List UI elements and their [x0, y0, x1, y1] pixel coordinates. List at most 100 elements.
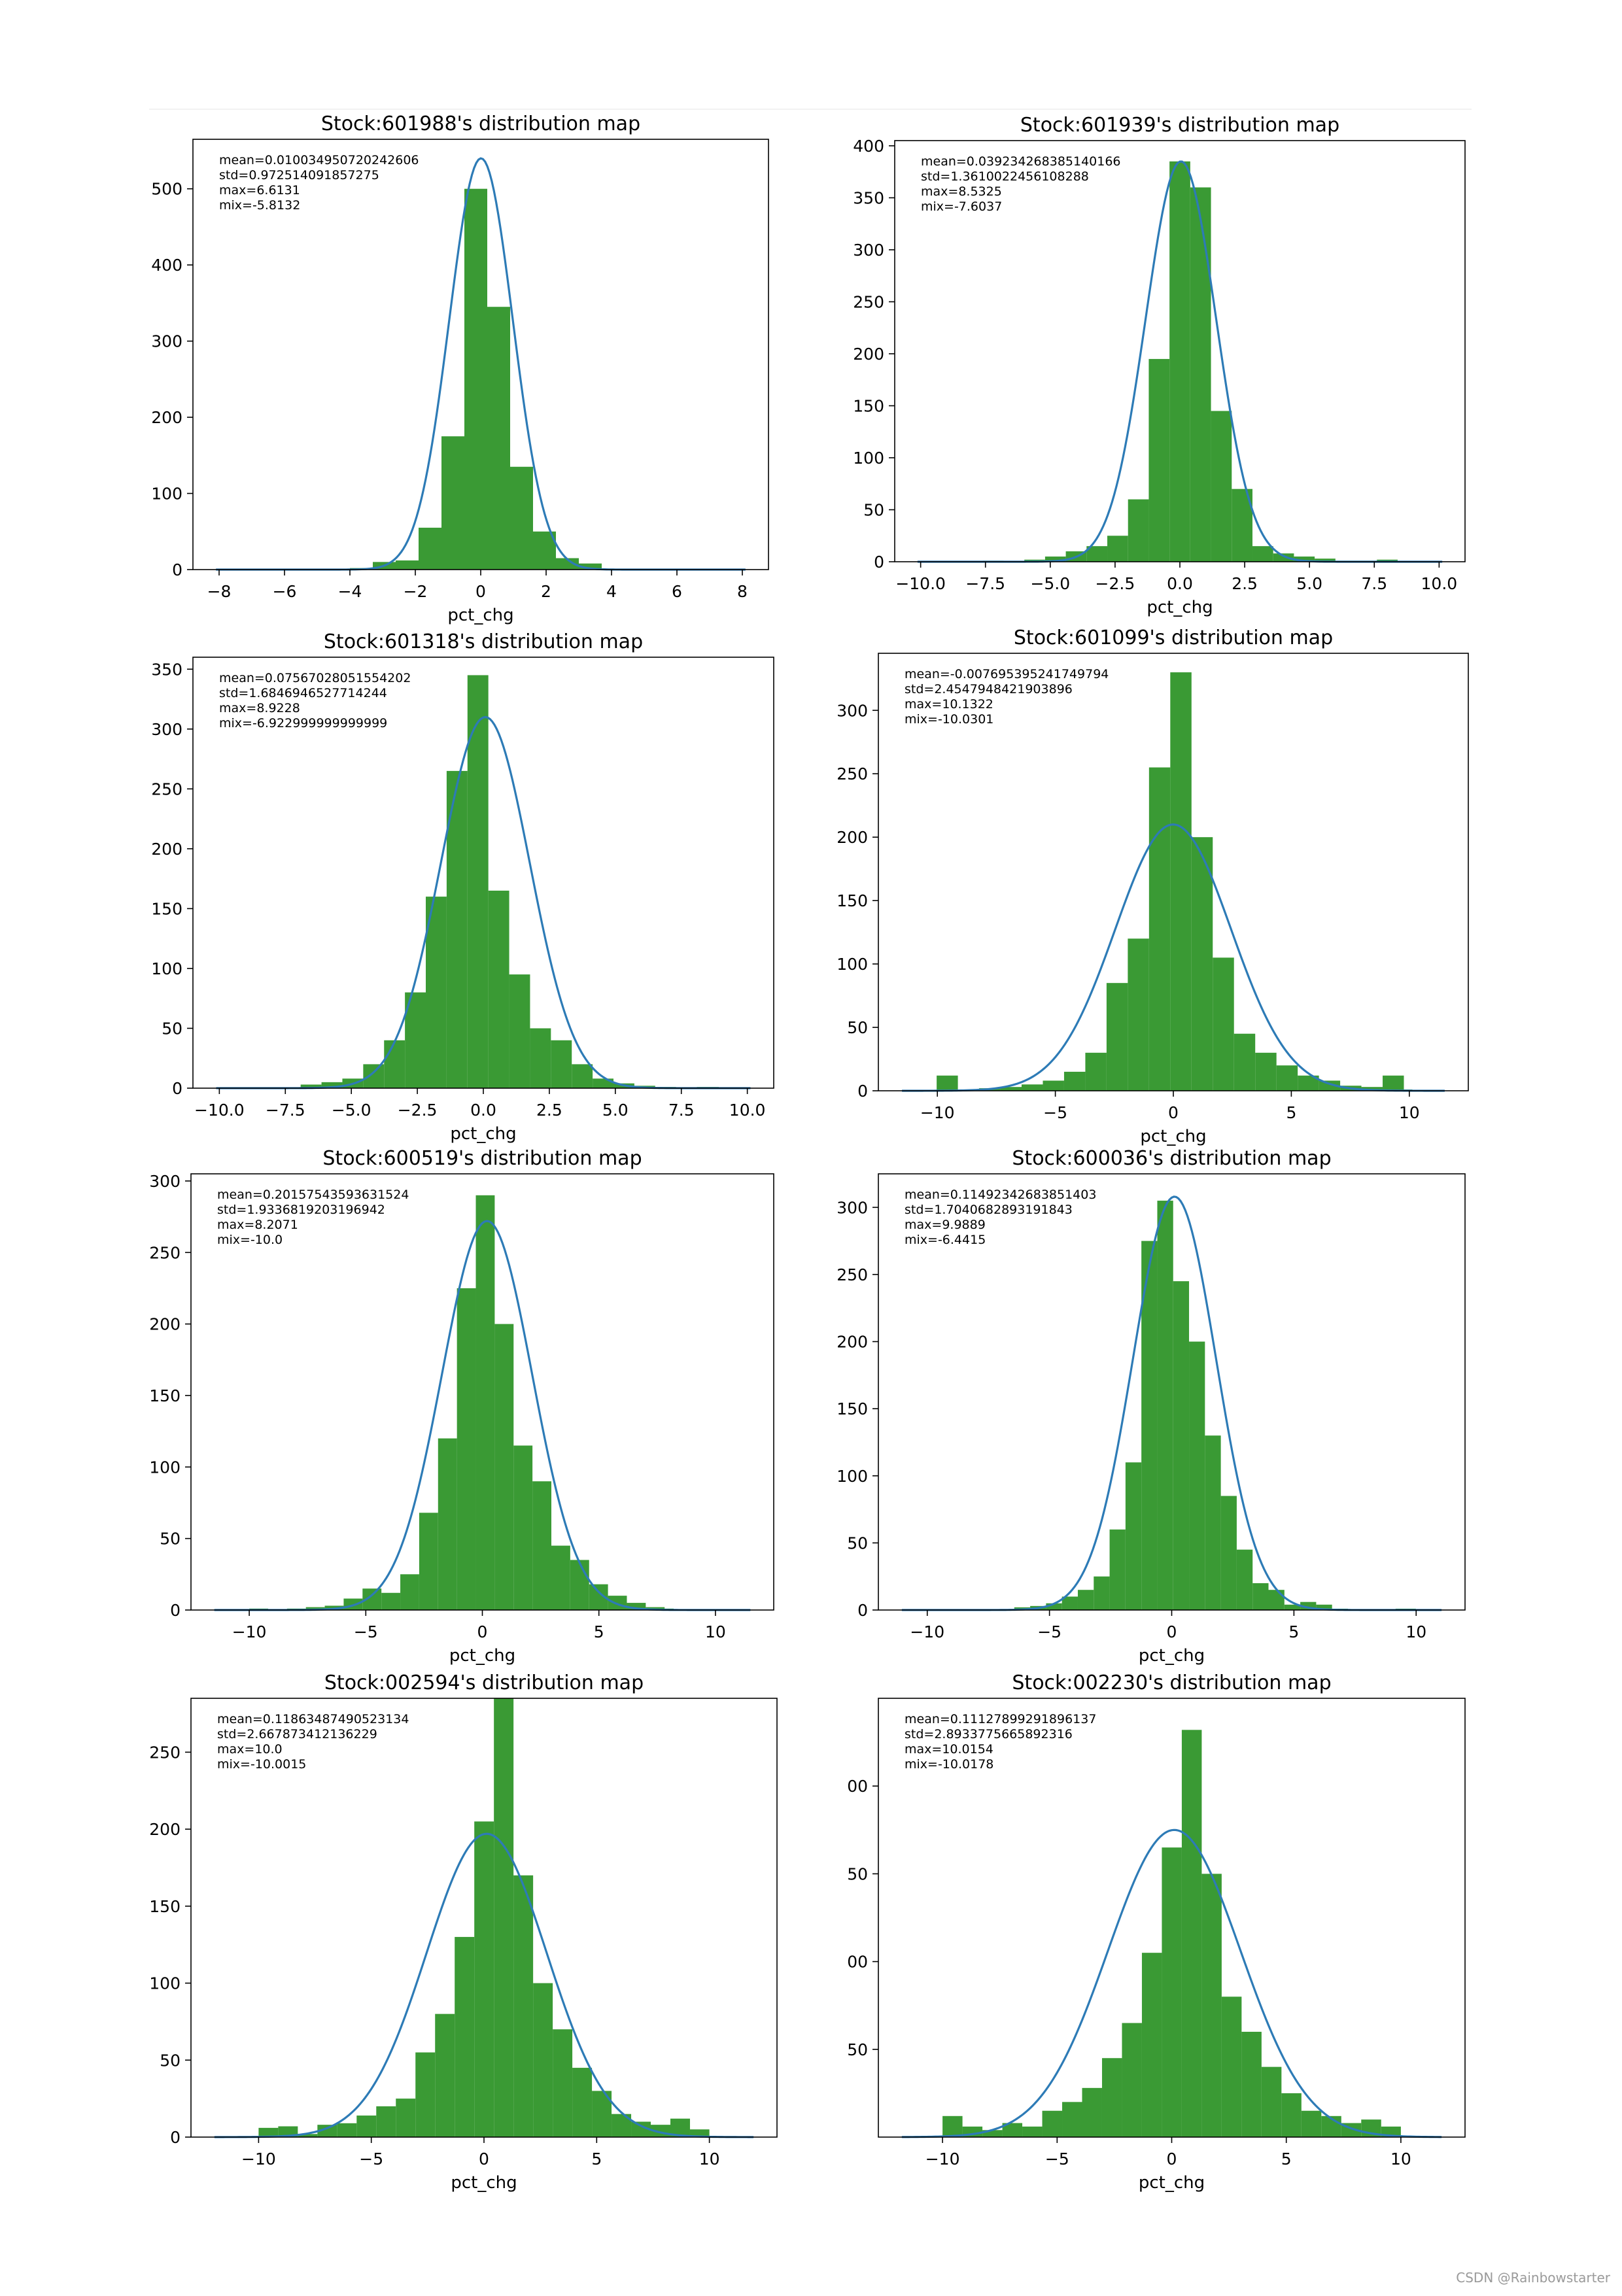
histogram-bar	[494, 1324, 514, 1610]
y-tick-label: 400	[151, 256, 182, 275]
x-tick-label: −5	[354, 1622, 378, 1641]
y-tick-label: 100	[151, 485, 182, 504]
y-tick-label: 0	[172, 1079, 182, 1098]
y-tick-label: 0	[172, 560, 182, 579]
y-tick-label: 200	[151, 840, 182, 859]
histogram-bar	[415, 2052, 436, 2137]
histogram-bar	[1220, 1496, 1237, 1610]
y-tick-label: 100	[853, 449, 884, 468]
histogram-bar	[426, 897, 447, 1088]
histogram-bar	[1022, 2126, 1043, 2137]
y-tick-label: 250	[837, 764, 868, 783]
histogram-bar	[464, 188, 487, 570]
chart-panel: −8 −6 −4 −2 0 2 4 6 8 0 100 200 300 400 500 Stock:60198…	[151, 112, 769, 625]
y-tick-label: 50	[847, 2040, 868, 2059]
stats-annotation-line: mix=-10.0015	[217, 1757, 306, 1772]
x-tick-label: −5.0	[332, 1101, 371, 1120]
x-tick-label: 2.5	[1232, 574, 1258, 593]
histogram-bar	[475, 1195, 495, 1610]
x-tick-label: 0	[475, 582, 486, 601]
histogram-bar	[1315, 558, 1336, 562]
histogram-bar	[1148, 358, 1170, 562]
histogram-bar	[1046, 1603, 1062, 1610]
y-tick-label: 50	[160, 1530, 181, 1549]
histogram-bar	[494, 1698, 514, 2137]
y-tick-label: 100	[149, 1974, 181, 1993]
histogram-bar	[1085, 1052, 1107, 1091]
histogram-bar	[1273, 553, 1294, 562]
histogram-bar	[487, 307, 510, 570]
x-tick-label: −2.5	[1096, 574, 1135, 593]
histogram-bar	[1319, 1080, 1341, 1091]
stats-annotation-line: mix=-10.0178	[905, 1757, 993, 1772]
y-tick-label: 100	[151, 959, 182, 978]
stats-annotation-line: mean=0.039234268385140166	[921, 154, 1121, 169]
stats-annotation-line: max=9.9889	[905, 1218, 986, 1232]
histogram-bar	[533, 1983, 553, 2137]
chart-title: Stock:002594's distribution map	[324, 1671, 644, 1694]
x-tick-label: 5.0	[602, 1101, 629, 1120]
histogram-bar	[1128, 499, 1149, 562]
stats-annotation-line: std=2.667873412136229	[217, 1727, 377, 1741]
histogram-bar	[631, 2121, 651, 2137]
histogram-bar	[446, 770, 468, 1088]
x-tick-label: 0	[477, 1622, 488, 1641]
histogram-bar	[1190, 187, 1211, 562]
histogram-bar	[1261, 2066, 1282, 2137]
x-tick-label: 0	[1167, 1622, 1177, 1641]
x-tick-label: −7.5	[965, 574, 1005, 593]
histogram-bar	[298, 2134, 318, 2137]
x-tick-label: −2	[404, 582, 428, 601]
histogram-bar	[457, 1288, 476, 1610]
x-tick-label: 10	[1399, 1103, 1420, 1122]
x-tick-label: −10	[920, 1103, 955, 1122]
stats-annotation-line: max=8.5325	[921, 184, 1002, 199]
y-tick-label: 0	[170, 2128, 181, 2147]
histogram-bar	[1077, 1590, 1094, 1610]
histogram-bar	[553, 2029, 573, 2137]
x-tick-label: −10	[232, 1622, 267, 1641]
histogram-bar	[474, 1821, 494, 2137]
y-tick-label: 50	[160, 2051, 181, 2070]
y-tick-label: 50	[847, 1864, 868, 1883]
y-tick-label: 300	[151, 720, 182, 739]
histogram-bar	[982, 2130, 1003, 2137]
histogram-bar	[1042, 2110, 1063, 2137]
histogram-bar	[321, 1082, 343, 1088]
histogram-bar	[1170, 672, 1192, 1091]
histogram-bar	[1201, 1874, 1222, 2137]
y-tick-label: 200	[837, 828, 868, 847]
y-tick-label: 250	[837, 1265, 868, 1284]
y-tick-label: 50	[863, 500, 884, 519]
x-tick-label: −8	[207, 582, 232, 601]
histogram-bar	[942, 2116, 963, 2137]
histogram-bar	[438, 1438, 457, 1610]
stats-annotation-line: mix=-10.0	[217, 1233, 283, 1247]
x-axis-label: pct_chg	[1139, 1646, 1205, 1666]
stats-annotation-line: max=8.9228	[219, 701, 300, 715]
histogram-bar	[1189, 1341, 1205, 1610]
stats-annotation-line: std=1.9336819203196942	[217, 1203, 385, 1217]
fit-curve-line	[901, 1828, 1442, 2138]
histogram-bar	[1301, 2110, 1322, 2137]
y-tick-label: 400	[853, 137, 884, 156]
histogram-bar	[1000, 1087, 1022, 1091]
x-tick-label: −10	[241, 2150, 276, 2168]
stats-annotation-line: std=1.7040682893191843	[905, 1203, 1073, 1217]
x-tick-label: 5	[1281, 2150, 1292, 2168]
histogram-bar	[337, 2123, 357, 2137]
stats-annotation-line: mean=0.07567028051554202	[219, 671, 411, 685]
histogram-bar	[1062, 2102, 1082, 2137]
x-tick-label: 10	[1390, 2150, 1411, 2168]
chart-title: Stock:601318's distribution map	[324, 630, 643, 653]
stats-annotation-line: mean=0.20157543593631524	[217, 1188, 409, 1202]
y-tick-label: 100	[837, 955, 868, 974]
x-tick-label: 5	[1288, 1622, 1299, 1641]
histogram-bar	[1181, 1730, 1202, 2137]
y-tick-label: 250	[149, 1243, 181, 1262]
x-tick-label: 0.0	[1167, 574, 1193, 593]
stats-annotation-line: mix=-5.8132	[219, 198, 300, 213]
